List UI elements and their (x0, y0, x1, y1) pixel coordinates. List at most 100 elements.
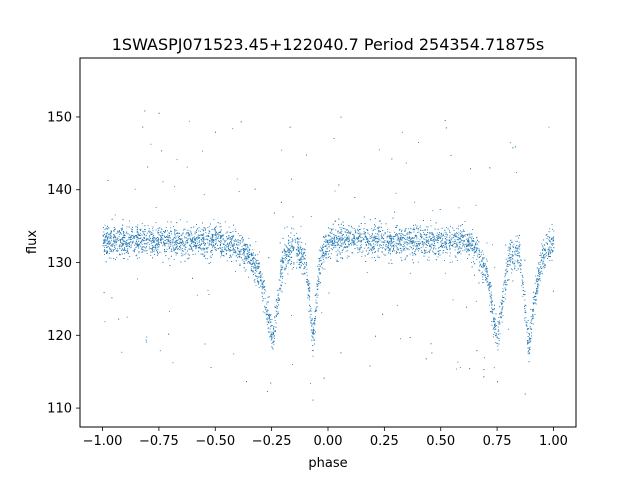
data-point (127, 250, 129, 252)
data-point (132, 240, 134, 242)
data-point (386, 240, 388, 242)
data-point (392, 250, 394, 252)
data-point (186, 237, 187, 239)
data-point (202, 237, 204, 239)
data-point (381, 237, 383, 239)
data-point (361, 236, 363, 238)
data-point (382, 237, 384, 239)
data-point (354, 243, 356, 245)
data-point (153, 245, 155, 247)
data-point (458, 237, 460, 239)
data-point (473, 250, 475, 252)
data-point (456, 242, 458, 244)
data-point (425, 250, 427, 251)
data-point (134, 188, 136, 190)
data-point (261, 283, 263, 284)
data-point (202, 222, 204, 224)
data-point (251, 270, 253, 272)
data-point (465, 243, 467, 245)
data-point (191, 234, 193, 236)
data-point (508, 328, 510, 330)
data-point (367, 229, 369, 231)
data-point (391, 239, 393, 241)
data-point (220, 240, 222, 242)
data-point (191, 239, 193, 241)
data-point (527, 341, 529, 343)
data-point (220, 239, 222, 241)
data-point (507, 266, 509, 268)
data-point (416, 235, 418, 237)
data-point (421, 236, 422, 238)
data-point (235, 246, 237, 248)
data-point (517, 235, 519, 237)
data-point (519, 244, 521, 246)
data-point (532, 309, 534, 310)
data-point (375, 225, 377, 227)
data-point (280, 261, 282, 263)
data-point (169, 310, 170, 312)
data-point (520, 265, 521, 267)
data-point (417, 261, 419, 263)
data-point (299, 252, 301, 254)
data-point (213, 218, 215, 220)
data-point (287, 260, 289, 262)
data-point (471, 244, 473, 246)
data-point (540, 256, 542, 258)
data-point (488, 290, 490, 292)
data-point (123, 240, 125, 242)
data-point (125, 243, 126, 245)
data-point (271, 342, 273, 344)
data-point (401, 248, 403, 250)
data-point (535, 298, 537, 300)
data-point (238, 244, 240, 246)
data-point (412, 247, 414, 249)
data-point (357, 238, 359, 240)
data-point (211, 244, 213, 246)
data-point (454, 249, 456, 251)
data-point (317, 280, 319, 282)
data-point (414, 201, 416, 203)
data-point (283, 249, 285, 251)
data-point (255, 261, 257, 263)
data-point (551, 237, 553, 239)
data-point (454, 255, 456, 257)
data-point (503, 290, 504, 292)
data-point (160, 240, 162, 241)
data-point (395, 242, 397, 244)
data-point (269, 336, 271, 338)
data-point (488, 288, 490, 290)
data-point (176, 246, 178, 248)
data-point (462, 245, 463, 247)
data-point (210, 237, 212, 239)
data-point (494, 319, 496, 321)
data-point (130, 239, 132, 240)
data-point (257, 280, 258, 282)
data-point (165, 240, 166, 241)
data-point (468, 245, 470, 247)
data-point (521, 264, 522, 266)
data-point (296, 261, 298, 263)
data-point (207, 289, 209, 291)
data-point (544, 249, 546, 251)
data-point (478, 282, 480, 284)
data-point (333, 238, 335, 240)
data-point (307, 278, 308, 280)
data-point (358, 230, 360, 232)
data-point (114, 248, 116, 250)
data-point (180, 239, 181, 241)
data-point (416, 227, 417, 229)
data-point (466, 246, 467, 248)
data-point (409, 232, 411, 234)
data-point (344, 228, 346, 230)
data-point (242, 239, 244, 241)
data-point (204, 251, 206, 253)
data-point (130, 228, 132, 230)
data-point (529, 322, 531, 324)
data-point (121, 253, 123, 255)
data-point (283, 261, 285, 263)
data-point (492, 313, 494, 314)
data-point (174, 233, 176, 235)
data-point (277, 297, 279, 299)
data-point (122, 243, 124, 245)
data-point (286, 256, 288, 258)
